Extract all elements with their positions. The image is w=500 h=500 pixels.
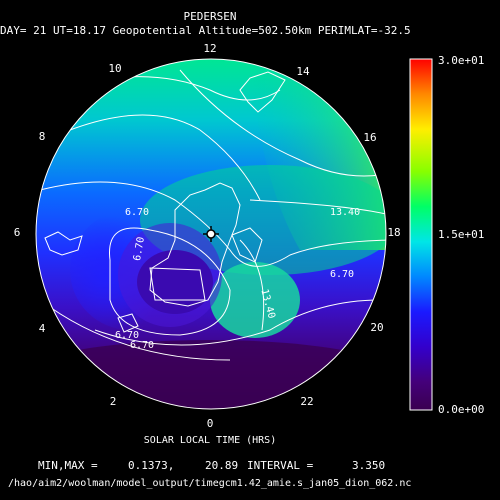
stats-interval-value: 3.350 bbox=[352, 459, 386, 472]
contour-line bbox=[109, 227, 231, 336]
contour-label: 6.70 bbox=[125, 207, 150, 218]
contour-line bbox=[239, 239, 265, 331]
lt-tick-label: 18 bbox=[387, 226, 401, 239]
contour-label: 6.70 bbox=[130, 340, 155, 351]
lt-tick-label: 6 bbox=[13, 226, 21, 239]
plot-boundary bbox=[35, 58, 387, 410]
lt-tick-label: 20 bbox=[370, 321, 384, 334]
stats-min-value: 0.1373, bbox=[128, 459, 175, 472]
lt-tick-label: 4 bbox=[38, 322, 46, 335]
field-dawn-patch bbox=[210, 262, 300, 338]
contour-line bbox=[69, 114, 261, 201]
coastline-africa bbox=[239, 71, 286, 113]
contour-line bbox=[39, 181, 386, 267]
lt-tick-label: 8 bbox=[38, 130, 46, 143]
stats-interval-label: INTERVAL = bbox=[247, 459, 314, 472]
chart-subtitle: DAY= 21 UT=18.17 Geopotential Altitude=5… bbox=[0, 24, 411, 37]
contour-label: 6.70 bbox=[115, 330, 140, 341]
colorbar bbox=[409, 58, 433, 411]
lt-tick-label: 22 bbox=[300, 395, 314, 408]
coastline-peninsula bbox=[231, 227, 263, 263]
chart-title: PEDERSEN bbox=[183, 10, 237, 23]
lt-tick-label: 2 bbox=[109, 395, 117, 408]
coastlines bbox=[44, 71, 286, 333]
contour-line bbox=[39, 299, 231, 361]
contour-label: 13.40 bbox=[330, 207, 361, 218]
file-path: /hao/aim2/woolman/model_output/timegcm1.… bbox=[8, 478, 412, 489]
lt-tick-label: 10 bbox=[108, 62, 122, 75]
coastline-antarctica bbox=[149, 182, 241, 307]
contour-label: 6.70 bbox=[330, 269, 355, 280]
contour-line bbox=[149, 267, 206, 301]
coastline-south-america bbox=[44, 231, 83, 256]
coastline-new-zealand bbox=[117, 313, 139, 333]
stats-minmax-label: MIN,MAX = bbox=[38, 459, 98, 472]
colorbar-min-label: 0.0e+00 bbox=[438, 403, 485, 416]
contour-line bbox=[94, 299, 381, 346]
lt-tick-label: 16 bbox=[363, 131, 377, 144]
x-axis-label: SOLAR LOCAL TIME (HRS) bbox=[143, 435, 277, 446]
lt-tick-label: 14 bbox=[296, 65, 310, 78]
colorbar-max-label: 3.0e+01 bbox=[438, 54, 485, 67]
lt-tick-label: 12 bbox=[203, 42, 217, 55]
contour-line bbox=[179, 69, 381, 177]
lt-tick-label: 0 bbox=[206, 417, 214, 430]
contour-line bbox=[249, 199, 386, 216]
pole-marker bbox=[203, 226, 219, 242]
colorbar-mid-label: 1.5e+01 bbox=[438, 228, 485, 241]
field-low-south bbox=[36, 340, 386, 409]
stats-max-value: 20.89 bbox=[205, 459, 239, 472]
